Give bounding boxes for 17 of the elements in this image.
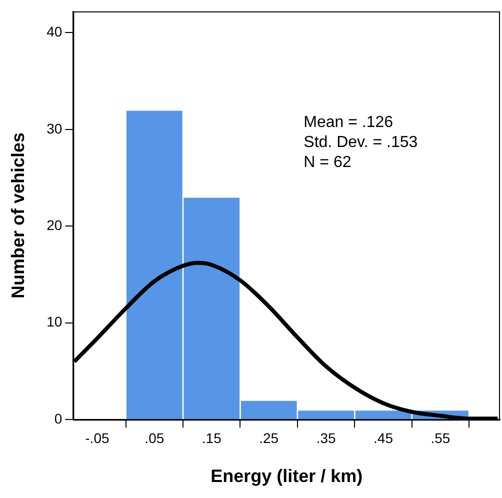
x-tick-label: -.05 xyxy=(85,430,110,446)
x-tick-label: .25 xyxy=(259,430,279,446)
x-tick-label: .55 xyxy=(430,430,450,446)
annotation: N = 62 xyxy=(304,154,352,171)
y-tick-label: 30 xyxy=(46,120,62,136)
y-axis-title: Number of vehicles xyxy=(8,132,28,299)
y-tick-label: 10 xyxy=(46,314,62,330)
x-tick-label: .45 xyxy=(374,430,394,446)
x-tick-label: .15 xyxy=(202,430,222,446)
x-axis-title: Energy (liter / km) xyxy=(210,466,363,486)
x-tick-label: .35 xyxy=(316,430,336,446)
y-tick-label: 40 xyxy=(46,24,62,40)
annotation: Mean = .126 xyxy=(304,114,394,131)
x-tick-label: .05 xyxy=(144,430,164,446)
y-tick-label: 20 xyxy=(46,217,62,233)
annotation: Std. Dev. = .153 xyxy=(304,134,418,151)
y-tick-label: 0 xyxy=(54,410,62,426)
